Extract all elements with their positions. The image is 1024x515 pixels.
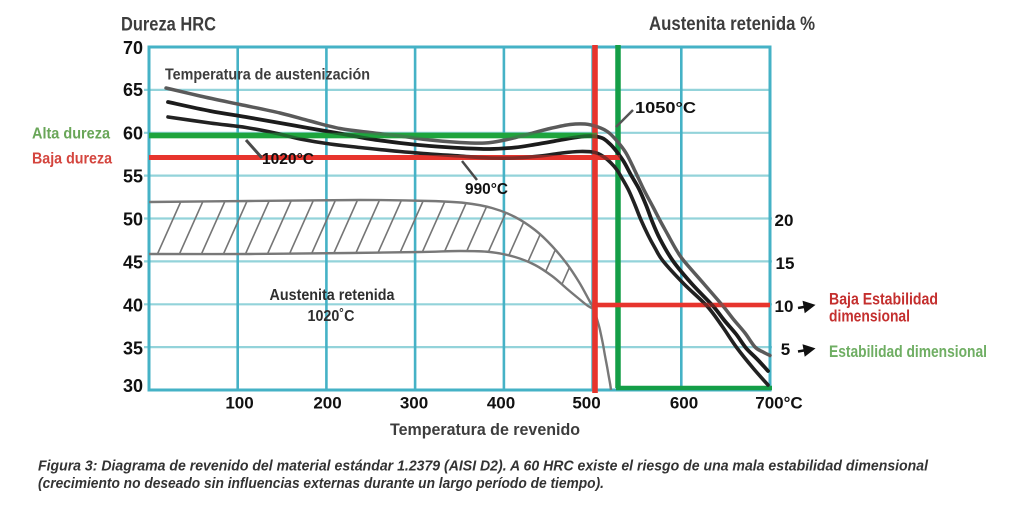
svg-text:30: 30 <box>123 376 143 396</box>
svg-text:5: 5 <box>781 340 790 359</box>
svg-text:700°C: 700°C <box>755 394 802 413</box>
svg-text:50: 50 <box>123 210 143 230</box>
svg-text:1020˚C: 1020˚C <box>308 308 355 325</box>
svg-text:40: 40 <box>123 296 143 316</box>
svg-text:Estabilidad dimensional: Estabilidad dimensional <box>829 342 987 361</box>
svg-text:Temperatura de revenido: Temperatura de revenido <box>390 420 580 439</box>
svg-text:990°C: 990°C <box>465 181 508 198</box>
svg-text:dimensional: dimensional <box>829 307 910 326</box>
svg-text:45: 45 <box>123 253 143 273</box>
svg-text:Alta dureza: Alta dureza <box>32 126 110 143</box>
svg-text:Dureza HRC: Dureza HRC <box>121 15 216 36</box>
svg-text:500: 500 <box>572 394 600 413</box>
svg-text:Temperatura de austenización: Temperatura de austenización <box>165 67 370 84</box>
svg-text:(crecimiento no deseado sin in: (crecimiento no deseado sin influencias … <box>38 475 604 492</box>
svg-text:55: 55 <box>123 167 143 187</box>
svg-text:600: 600 <box>670 394 698 413</box>
svg-text:Baja dureza: Baja dureza <box>32 151 112 168</box>
svg-text:200: 200 <box>313 394 341 413</box>
svg-text:60: 60 <box>123 124 143 144</box>
svg-text:65: 65 <box>123 80 143 100</box>
svg-text:1050°C: 1050°C <box>635 100 696 117</box>
svg-text:1020°C: 1020°C <box>262 151 314 168</box>
svg-text:35: 35 <box>123 339 143 359</box>
svg-text:10: 10 <box>775 297 794 316</box>
svg-text:Austenita retenida %: Austenita retenida % <box>649 14 815 35</box>
svg-text:Figura 3: Diagrama de revenido: Figura 3: Diagrama de revenido del mater… <box>38 458 929 475</box>
svg-text:15: 15 <box>776 254 795 273</box>
svg-text:20: 20 <box>775 211 794 230</box>
svg-text:400: 400 <box>487 394 515 413</box>
svg-text:100: 100 <box>225 394 253 413</box>
svg-text:Baja Estabilidad: Baja Estabilidad <box>829 290 938 309</box>
svg-text:300: 300 <box>400 394 428 413</box>
svg-text:70: 70 <box>123 38 143 58</box>
svg-text:Austenita retenida: Austenita retenida <box>270 287 395 304</box>
